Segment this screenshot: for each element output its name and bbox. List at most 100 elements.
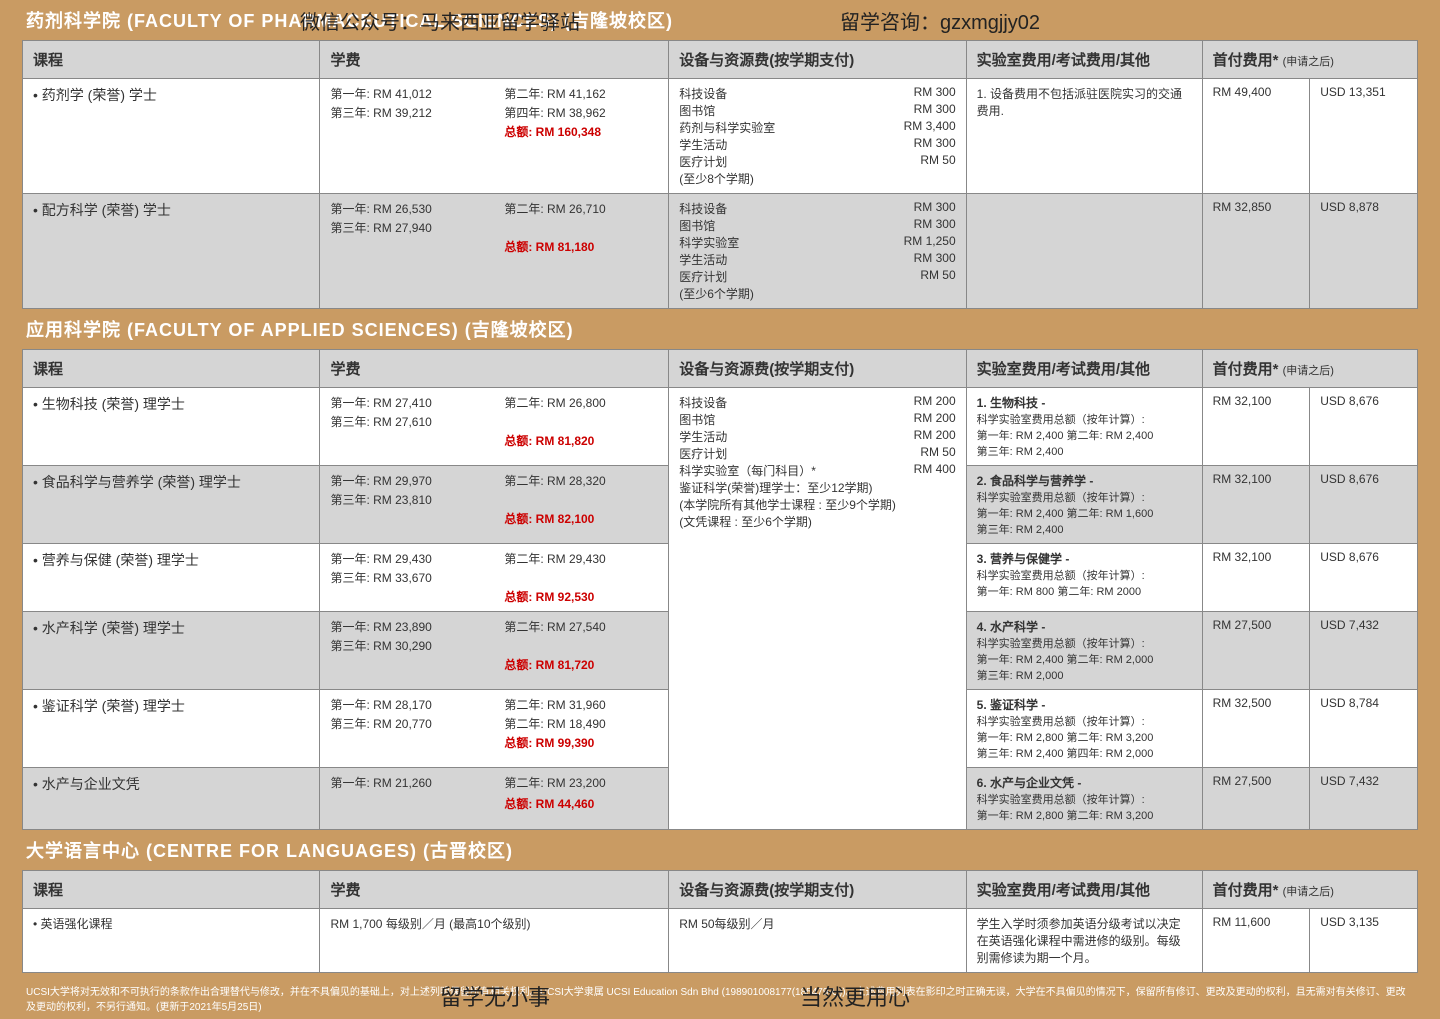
lab-line: 科学实验室费用总额（按年计算）: [977, 635, 1192, 651]
course-cell: 营养与保健 (荣誉) 理学士 [23, 544, 320, 612]
fee-line: 科技设备RM 200 [679, 394, 955, 411]
usd-cell: USD 3,135 [1310, 909, 1418, 973]
usd-cell: USD 8,676 [1310, 466, 1418, 544]
fee-line: 学生活动RM 200 [679, 428, 955, 445]
tuition-year: 第三年: RM 27,940 [330, 219, 484, 236]
rm-cell: RM 32,100 [1202, 544, 1310, 612]
fee-line: 科技设备RM 300 [679, 85, 955, 102]
course-cell: 水产科学 (荣誉) 理学士 [23, 612, 320, 690]
fee-line: 鉴证科学(荣誉)理学士：至少12学期) [679, 479, 955, 496]
pharm-table: 课程 学费 设备与资源费(按学期支付) 实验室费用/考试费用/其他 首付费用* … [22, 40, 1418, 309]
fee-line: 科学实验室RM 1,250 [679, 234, 955, 251]
lab-heading: 6. 水产与企业文凭 - [977, 774, 1192, 791]
lab-cell: 1. 设备费用不包括派驻医院实习的交通费用. [966, 79, 1202, 194]
tuition-year: 第二年: RM 31,960 [504, 696, 658, 713]
tuition-year: 第二年: RM 41,162 [504, 85, 658, 102]
lang-header-row: 课程 学费 设备与资源费(按学期支付) 实验室费用/考试费用/其他 首付费用* … [23, 871, 1418, 909]
lab-cell: 1. 生物科技 -科学实验室费用总额（按年计算）:第一年: RM 2,400 第… [966, 388, 1202, 466]
lang-row: 英语强化课程 RM 1,700 每级别／月 (最高10个级别) RM 50每级别… [23, 909, 1418, 973]
table-row: 药剂学 (荣誉) 学士第一年: RM 41,012第二年: RM 41,162第… [23, 79, 1418, 194]
section-title-lang: 大学语言中心 (CENTRE FOR LANGUAGES) (古晋校区) [22, 830, 1418, 870]
pharm-header-row: 课程 学费 设备与资源费(按学期支付) 实验室费用/考试费用/其他 首付费用* … [23, 41, 1418, 79]
usd-cell: USD 8,878 [1310, 194, 1418, 309]
tuition-year [504, 637, 658, 654]
fee-line: 科技设备RM 300 [679, 200, 955, 217]
tuition-cell: 第一年: RM 23,890第二年: RM 27,540第三年: RM 30,2… [320, 612, 669, 690]
usd-cell: USD 7,432 [1310, 612, 1418, 690]
fee-line: 学生活动RM 300 [679, 136, 955, 153]
fee-line: 图书馆RM 300 [679, 217, 955, 234]
tuition-year: 第二年: RM 27,540 [504, 618, 658, 635]
tuition-year: 第一年: RM 21,260 [330, 774, 484, 791]
lab-line: 科学实验室费用总额（按年计算）: [977, 489, 1192, 505]
th-lab: 实验室费用/考试费用/其他 [966, 41, 1202, 79]
th-lab: 实验室费用/考试费用/其他 [966, 871, 1202, 909]
course-cell: 水产与企业文凭 [23, 768, 320, 830]
fee-line: 图书馆RM 200 [679, 411, 955, 428]
th-equip: 设备与资源费(按学期支付) [669, 350, 966, 388]
rm-cell: RM 27,500 [1202, 768, 1310, 830]
lab-heading: 5. 鉴证科学 - [977, 696, 1192, 713]
tuition-cell: RM 1,700 每级别／月 (最高10个级别) [320, 909, 669, 973]
tuition-year: 第三年: RM 39,212 [330, 104, 484, 121]
fee-line: (至少6个学期) [679, 285, 955, 302]
equip-cell: RM 50每级别／月 [669, 909, 966, 973]
tuition-year: 第二年: RM 26,800 [504, 394, 658, 411]
tuition-total: 总额: RM 92,530 [504, 588, 658, 605]
tuition-cell: 第一年: RM 29,970第二年: RM 28,320第三年: RM 23,8… [320, 466, 669, 544]
fee-line: 药剂与科学实验室RM 3,400 [679, 119, 955, 136]
tuition-total: 总额: RM 160,348 [504, 123, 658, 140]
lab-line: 第一年: RM 2,800 第二年: RM 3,200 [977, 729, 1192, 745]
tuition-year [504, 491, 658, 508]
fee-line: 学生活动RM 300 [679, 251, 955, 268]
fee-line: (本学院所有其他学士课程 : 至少9个学期) [679, 496, 955, 513]
tuition-year: 第三年: RM 33,670 [330, 569, 484, 586]
applied-table: 课程 学费 设备与资源费(按学期支付) 实验室费用/考试费用/其他 首付费用* … [22, 349, 1418, 830]
tuition-year: 第一年: RM 26,530 [330, 200, 484, 217]
tuition-year [504, 219, 658, 236]
usd-cell: USD 8,676 [1310, 544, 1418, 612]
lab-line: 第三年: RM 2,400 [977, 521, 1192, 537]
course-cell: 英语强化课程 [23, 909, 320, 973]
rm-cell: RM 27,500 [1202, 612, 1310, 690]
tuition-year: 第二年: RM 23,200 [504, 774, 658, 791]
th-first: 首付费用* (申请之后) [1202, 871, 1417, 909]
tuition-total: 总额: RM 44,460 [504, 795, 658, 812]
tuition-cell: 第一年: RM 21,260 第二年: RM 23,200 总额: RM 44,46… [320, 768, 669, 830]
lab-line: 第三年: RM 2,000 [977, 667, 1192, 683]
rm-cell: RM 32,100 [1202, 388, 1310, 466]
tuition-year [504, 413, 658, 430]
lab-line: 第一年: RM 2,400 第二年: RM 1,600 [977, 505, 1192, 521]
usd-cell: USD 7,432 [1310, 768, 1418, 830]
tuition-total: 总额: RM 99,390 [504, 734, 658, 751]
tuition-total: 总额: RM 82,100 [504, 510, 658, 527]
fee-line: 医疗计划RM 50 [679, 268, 955, 285]
th-equip: 设备与资源费(按学期支付) [669, 41, 966, 79]
course-cell: 生物科技 (荣誉) 理学士 [23, 388, 320, 466]
rm-cell: RM 11,600 [1202, 909, 1310, 973]
tuition-year: 第一年: RM 29,970 [330, 472, 484, 489]
lab-line: 科学实验室费用总额（按年计算）: [977, 567, 1192, 583]
fee-line: 科学实验室（每门科目）*RM 400 [679, 462, 955, 479]
rm-cell: RM 32,500 [1202, 690, 1310, 768]
course-cell: 鉴证科学 (荣誉) 理学士 [23, 690, 320, 768]
rm-cell: RM 32,100 [1202, 466, 1310, 544]
table-row: 生物科技 (荣誉) 理学士第一年: RM 27,410第二年: RM 26,80… [23, 388, 1418, 466]
fee-line: 图书馆RM 300 [679, 102, 955, 119]
course-cell: 药剂学 (荣誉) 学士 [23, 79, 320, 194]
tuition-year: 第三年: RM 20,770 [330, 715, 484, 732]
lab-cell [966, 194, 1202, 309]
lab-cell: 6. 水产与企业文凭 -科学实验室费用总额（按年计算）:第一年: RM 2,80… [966, 768, 1202, 830]
fee-line: 医疗计划RM 50 [679, 153, 955, 170]
lab-line: 第一年: RM 2,400 第二年: RM 2,400 [977, 427, 1192, 443]
lab-heading: 1. 生物科技 - [977, 394, 1192, 411]
overlay-wechat: 微信公众号：马来西亚留学驿站 [300, 6, 580, 35]
tuition-cell: 第一年: RM 28,170第二年: RM 31,960第三年: RM 20,7… [320, 690, 669, 768]
lab-heading: 2. 食品科学与营养学 - [977, 472, 1192, 489]
lab-line: 第一年: RM 800 第二年: RM 2000 [977, 583, 1192, 599]
overlay-consult: 留学咨询：gzxmgjjy02 [840, 6, 1040, 35]
equip-cell: 科技设备RM 300图书馆RM 300药剂与科学实验室RM 3,400学生活动R… [669, 79, 966, 194]
lab-line: 第一年: RM 2,800 第二年: RM 3,200 [977, 807, 1192, 823]
equip-cell: 科技设备RM 300图书馆RM 300科学实验室RM 1,250学生活动RM 3… [669, 194, 966, 309]
th-first: 首付费用* (申请之后) [1202, 350, 1417, 388]
